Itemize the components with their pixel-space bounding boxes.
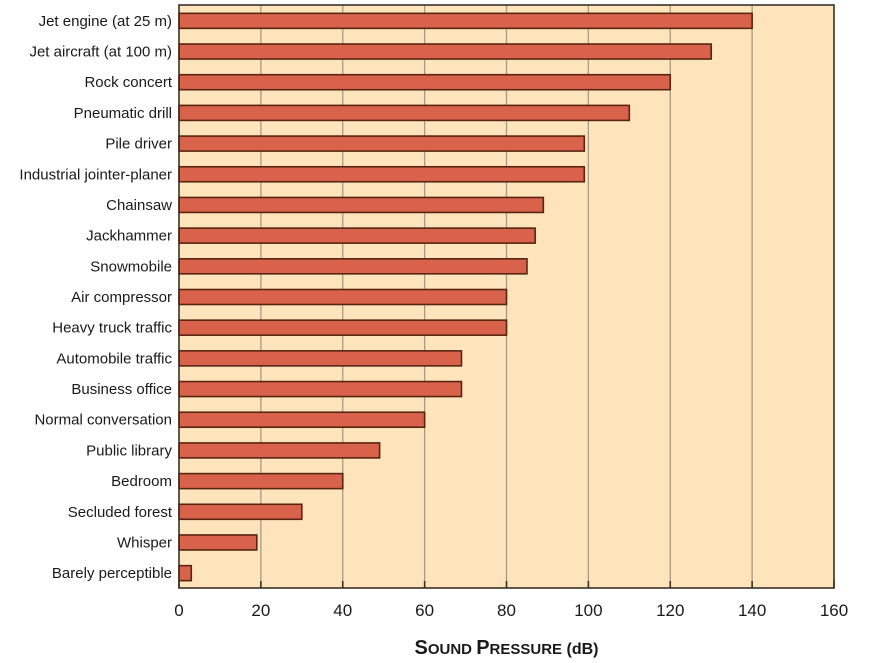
category-label: Jet aircraft (at 100 m) [29, 44, 172, 61]
tick-label: 80 [497, 601, 516, 620]
category-label: Secluded forest [68, 504, 173, 521]
x-axis-title-small1: OUND [428, 641, 476, 658]
tick-label: 20 [251, 601, 270, 620]
tick-label: 60 [415, 601, 434, 620]
category-label: Chainsaw [106, 197, 172, 214]
x-axis-title: SOUND PRESSURE (dB) [415, 637, 599, 659]
category-label: Business office [71, 381, 172, 398]
category-label: Automobile traffic [56, 350, 172, 367]
tick-label: 40 [333, 601, 352, 620]
bar [178, 12, 753, 30]
category-labels: Jet engine (at 25 m) Jet aircraft (at 100… [19, 13, 172, 582]
x-axis-title-small2: RESSURE [490, 641, 563, 658]
x-ticks: 0 20 40 60 80 100 120 140 160 [174, 581, 848, 620]
bar [178, 196, 545, 214]
bar [178, 564, 193, 582]
x-axis-title-big2: P [476, 637, 489, 659]
category-label: Snowmobile [90, 258, 172, 275]
x-axis-title-big1: S [415, 637, 428, 659]
tick-label: 0 [174, 601, 183, 620]
bar [178, 135, 586, 152]
bar [178, 73, 672, 91]
category-label: Industrial jointer-planer [19, 166, 172, 183]
bar [178, 350, 463, 367]
tick-label: 120 [656, 601, 684, 620]
category-label: Pneumatic drill [74, 105, 172, 122]
bar [178, 319, 508, 336]
category-label: Public library [86, 442, 172, 459]
bar [178, 442, 381, 459]
tick-label: 140 [738, 601, 766, 620]
x-axis-title-unit: (dB) [562, 641, 598, 658]
bar [178, 258, 528, 275]
category-label: Jackhammer [86, 228, 172, 245]
bar [178, 288, 508, 306]
bar [178, 411, 426, 429]
tick-label: 100 [574, 601, 602, 620]
bar [178, 534, 258, 551]
bar [178, 227, 536, 244]
bar [178, 165, 586, 183]
category-label: Whisper [117, 534, 172, 551]
bars [178, 12, 753, 582]
bar [178, 472, 344, 490]
bar [178, 380, 463, 398]
category-label: Rock concert [84, 74, 172, 91]
bar [178, 104, 631, 122]
category-label: Pile driver [105, 136, 172, 153]
category-label: Normal conversation [34, 412, 172, 429]
bar [178, 503, 303, 521]
category-label: Bedroom [111, 473, 172, 490]
category-label: Heavy truck traffic [52, 320, 172, 337]
category-label: Air compressor [71, 289, 172, 306]
tick-label: 160 [820, 601, 848, 620]
bar [178, 43, 712, 60]
category-label: Barely perceptible [52, 565, 172, 582]
category-label: Jet engine (at 25 m) [39, 13, 172, 30]
